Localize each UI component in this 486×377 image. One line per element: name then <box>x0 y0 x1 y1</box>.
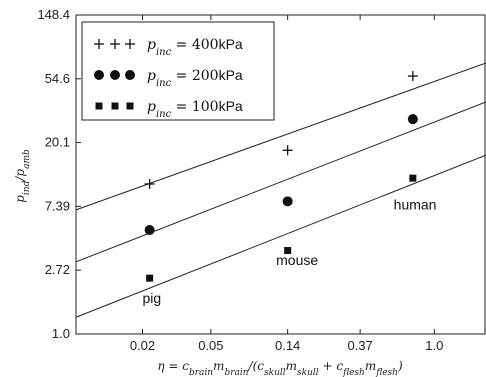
x-tick-label: 1.0 <box>425 338 443 353</box>
x-tick-label: 0.37 <box>347 338 372 353</box>
legend-item-2: pinc = 200kPa <box>94 67 243 89</box>
annotation-mouse: mouse <box>276 252 318 268</box>
fit-line-1 <box>75 62 486 211</box>
plot-frame <box>75 14 486 335</box>
y-tick-label: 2.72 <box>45 262 70 277</box>
x-tick-label: 0.02 <box>130 338 155 353</box>
y-axis-title: pind/pamb <box>13 149 32 203</box>
y-tick-label: 1.0 <box>52 326 70 341</box>
annotation-human: human <box>394 196 437 212</box>
data-markers <box>144 71 418 282</box>
circle-marker <box>407 114 418 125</box>
annotation-pig: pig <box>143 290 162 306</box>
square-marker <box>95 102 103 110</box>
x-axis-title: η = cbrainmbrain/(cskullmskull + cfleshm… <box>157 359 403 377</box>
legend-label: pinc = 400kPa <box>147 36 243 58</box>
plus-marker <box>110 39 120 49</box>
plus-marker <box>94 39 104 49</box>
tick-labels: 0.02 0.05 0.14 0.37 1.0 1.0 2.72 7.39 20.1 54.6 14… <box>37 7 443 353</box>
circle-marker <box>144 225 155 236</box>
square-marker <box>284 247 292 255</box>
legend-items: pinc = 400kPa pinc = 200kPa pinc = 100kPa <box>94 36 243 120</box>
plus-marker <box>125 39 135 49</box>
y-tick-label: 148.4 <box>37 7 70 22</box>
y-tick-label: 7.39 <box>45 198 70 213</box>
annotations: pig mouse human <box>143 196 437 306</box>
legend-label: pinc = 200kPa <box>147 67 243 89</box>
plus-marker <box>407 71 418 82</box>
y-tick-label: 20.1 <box>45 135 70 150</box>
plus-marker <box>144 178 155 189</box>
circle-marker <box>125 70 135 80</box>
legend-item-3: pinc = 100kPa <box>95 98 243 120</box>
legend: pinc = 400kPa pinc = 200kPa pinc = 100kPa <box>81 21 275 121</box>
x-tick-label: 0.14 <box>275 338 300 353</box>
plus-marker <box>282 145 293 156</box>
fit-line-3 <box>75 154 486 318</box>
legend-label: pinc = 100kPa <box>147 98 243 120</box>
fit-line-2 <box>75 101 486 263</box>
axis-ticks <box>76 14 435 335</box>
circle-marker <box>282 196 293 207</box>
legend-item-1: pinc = 400kPa <box>94 36 243 58</box>
y-tick-label: 54.6 <box>45 71 70 86</box>
square-marker <box>146 274 154 282</box>
square-marker <box>111 102 119 110</box>
square-marker <box>126 102 134 110</box>
fit-lines <box>75 62 486 318</box>
circle-marker <box>110 70 120 80</box>
circle-marker <box>94 70 104 80</box>
x-tick-label: 0.05 <box>198 338 223 353</box>
square-marker <box>409 174 417 182</box>
